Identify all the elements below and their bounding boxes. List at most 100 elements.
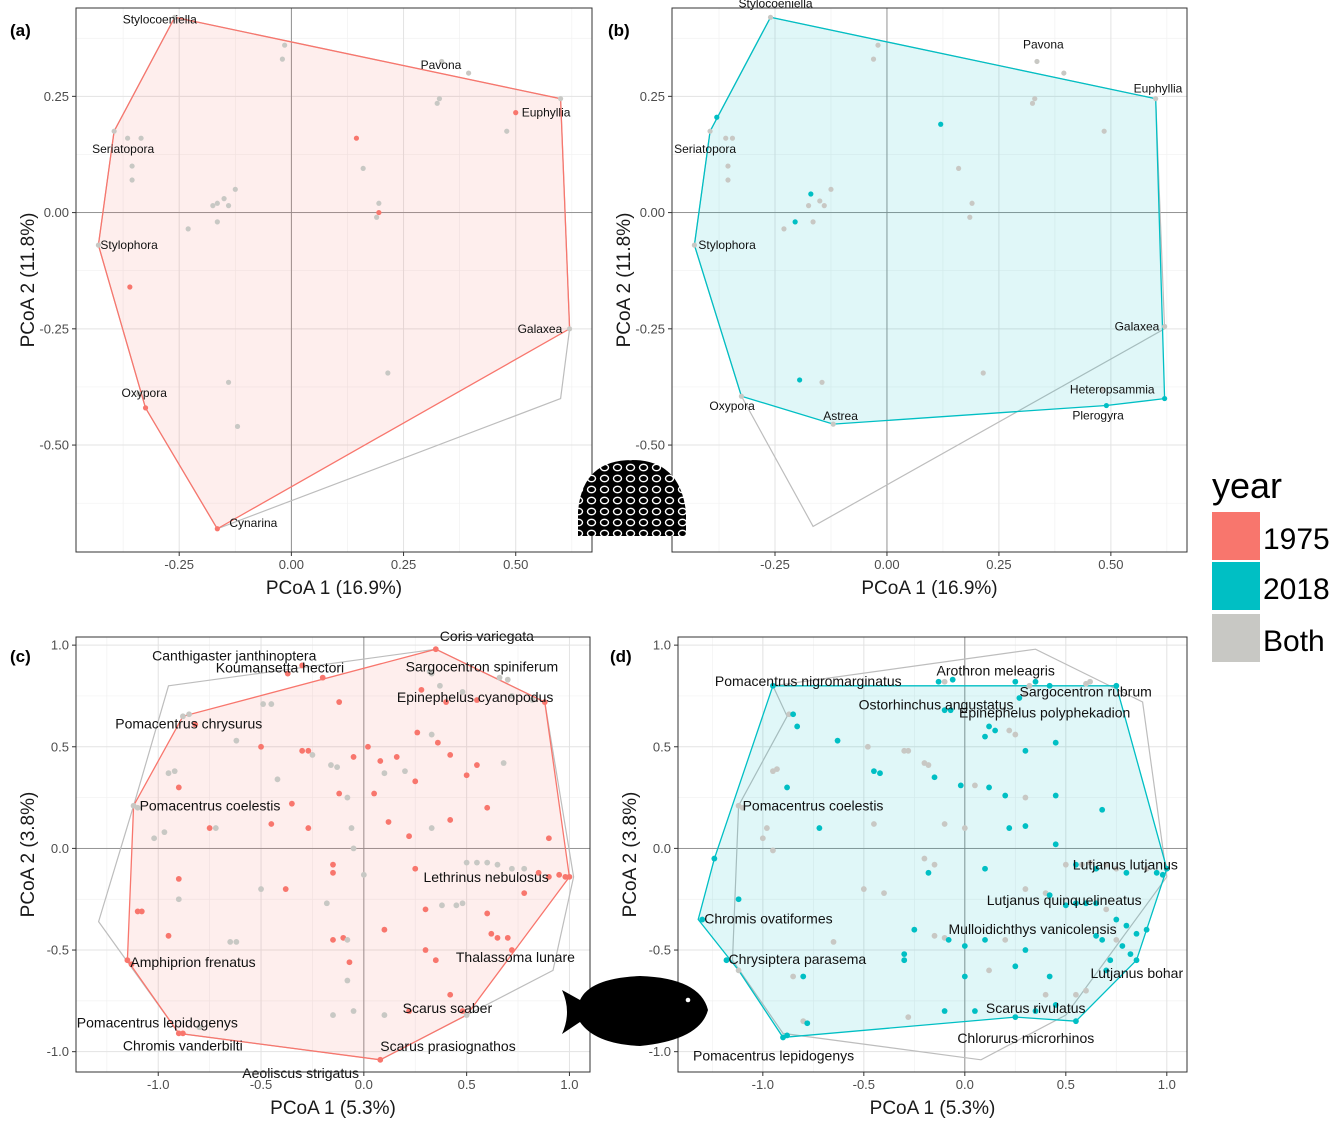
panel-c: Coris variegata Canthigaster janthinopter… [10, 628, 591, 1119]
data-point-both [1034, 58, 1040, 65]
x-tick-label: 0.25 [391, 557, 416, 572]
data-point-both [1113, 865, 1120, 872]
point-label: Koumansetta hectori [216, 660, 344, 676]
data-point-1975 [443, 699, 449, 705]
data-point-2018 [1099, 936, 1106, 943]
data-point-both [770, 768, 776, 775]
point-label: Seriatopora [92, 142, 154, 156]
data-point-1975 [268, 821, 275, 827]
data-point-1975 [562, 873, 569, 880]
data-point-both [707, 128, 713, 134]
panel-label: (b) [608, 21, 630, 40]
data-point-both [214, 219, 220, 225]
hull-year [97, 16, 571, 530]
fish-silhouette-icon [562, 976, 708, 1046]
data-point-2018 [1046, 682, 1053, 689]
data-point-both [258, 886, 264, 892]
point-label: Stylocoeniella [739, 0, 813, 10]
data-point-both [428, 731, 435, 738]
panels: Stylocoeniella Pavona Euphyllia Seriatopora… [10, 0, 1188, 1119]
data-point-both [870, 56, 877, 62]
data-point-both [328, 762, 334, 768]
data-point-2018 [1123, 869, 1130, 876]
data-point-2018 [957, 782, 964, 789]
y-tick-label: -1.0 [47, 1044, 69, 1059]
data-point-both [723, 135, 729, 141]
data-point-both [210, 203, 216, 209]
data-point-both [1087, 678, 1093, 685]
data-point-both [830, 939, 837, 945]
data-point-1975 [545, 873, 552, 880]
data-point-2018 [961, 973, 968, 980]
data-point-1975 [175, 875, 182, 882]
data-point-2018 [790, 711, 797, 718]
x-tick-label: -1.0 [752, 1077, 774, 1092]
data-point-both [1061, 70, 1067, 76]
data-point-1975 [418, 686, 425, 693]
data-point-both [334, 764, 341, 770]
data-point-1975 [535, 869, 542, 876]
data-point-2018 [938, 121, 944, 127]
data-point-1975 [385, 819, 392, 825]
hull-other-year [731, 648, 1168, 1061]
data-point-2018 [723, 957, 730, 964]
data-point-2018 [1113, 916, 1120, 923]
point-label: Thalassoma lunare [456, 949, 575, 965]
point-label: Pavona [421, 58, 462, 72]
point-label: Oxypora [122, 386, 168, 400]
data-point-both [864, 743, 871, 750]
data-point-2018 [1113, 682, 1120, 689]
data-point-2018 [1062, 902, 1069, 909]
data-point-both [871, 821, 877, 827]
data-point-both [931, 861, 938, 868]
x-tick-label: 0.50 [1098, 557, 1123, 572]
x-tick-label: 0.5 [1057, 1077, 1075, 1092]
point-label: Plerogyra [1072, 409, 1124, 423]
point-label: Ostorhinchus angustatus [859, 697, 1014, 713]
data-point-both [767, 14, 774, 20]
data-point-2018 [797, 377, 803, 383]
point-label: Pomacentrus lepidogenys [693, 1047, 854, 1063]
y-tick-label: 0.00 [640, 205, 665, 220]
data-point-2018 [986, 723, 992, 730]
point-label: Scarus prasiognathos [380, 1038, 515, 1054]
panel-border [75, 7, 593, 553]
data-point-both [781, 226, 787, 232]
data-point-1975 [406, 1008, 412, 1014]
point-label: Sargocentron rubrum [1020, 684, 1152, 700]
data-point-both [921, 855, 928, 862]
data-point-both [905, 1014, 912, 1021]
data-point-both [557, 96, 564, 102]
data-point-both [225, 203, 232, 209]
data-point-1975 [447, 991, 454, 998]
data-point-1975 [128, 961, 135, 968]
data-point-2018 [711, 855, 718, 862]
data-point-both [738, 393, 745, 399]
data-point-both [925, 762, 932, 768]
data-point-both [463, 1012, 470, 1018]
data-point-both [980, 370, 986, 376]
data-point-both [691, 242, 697, 248]
data-point-1975 [192, 721, 199, 728]
data-point-both [735, 967, 742, 974]
y-tick-label: 0.25 [44, 89, 69, 104]
data-point-both [1101, 128, 1107, 134]
data-point-both [227, 939, 234, 945]
data-point-1975 [545, 835, 552, 842]
data-point-both [786, 711, 792, 718]
data-point-both [428, 670, 435, 677]
data-point-both [350, 845, 357, 852]
point-label: Euphyllia [522, 106, 571, 120]
data-point-both [905, 747, 912, 754]
data-point-2018 [972, 1008, 978, 1014]
data-point-1975 [180, 1030, 186, 1037]
data-point-1975 [134, 908, 141, 915]
data-point-1975 [258, 743, 264, 750]
data-point-1975 [556, 871, 563, 878]
data-point-2018 [1162, 395, 1168, 402]
data-point-1975 [412, 865, 419, 872]
data-point-2018 [992, 727, 999, 734]
data-point-2018 [1073, 1018, 1079, 1025]
y-axis-title: PCoA 2 (3.8%) [18, 792, 39, 918]
legend-swatch-1975 [1212, 512, 1260, 560]
